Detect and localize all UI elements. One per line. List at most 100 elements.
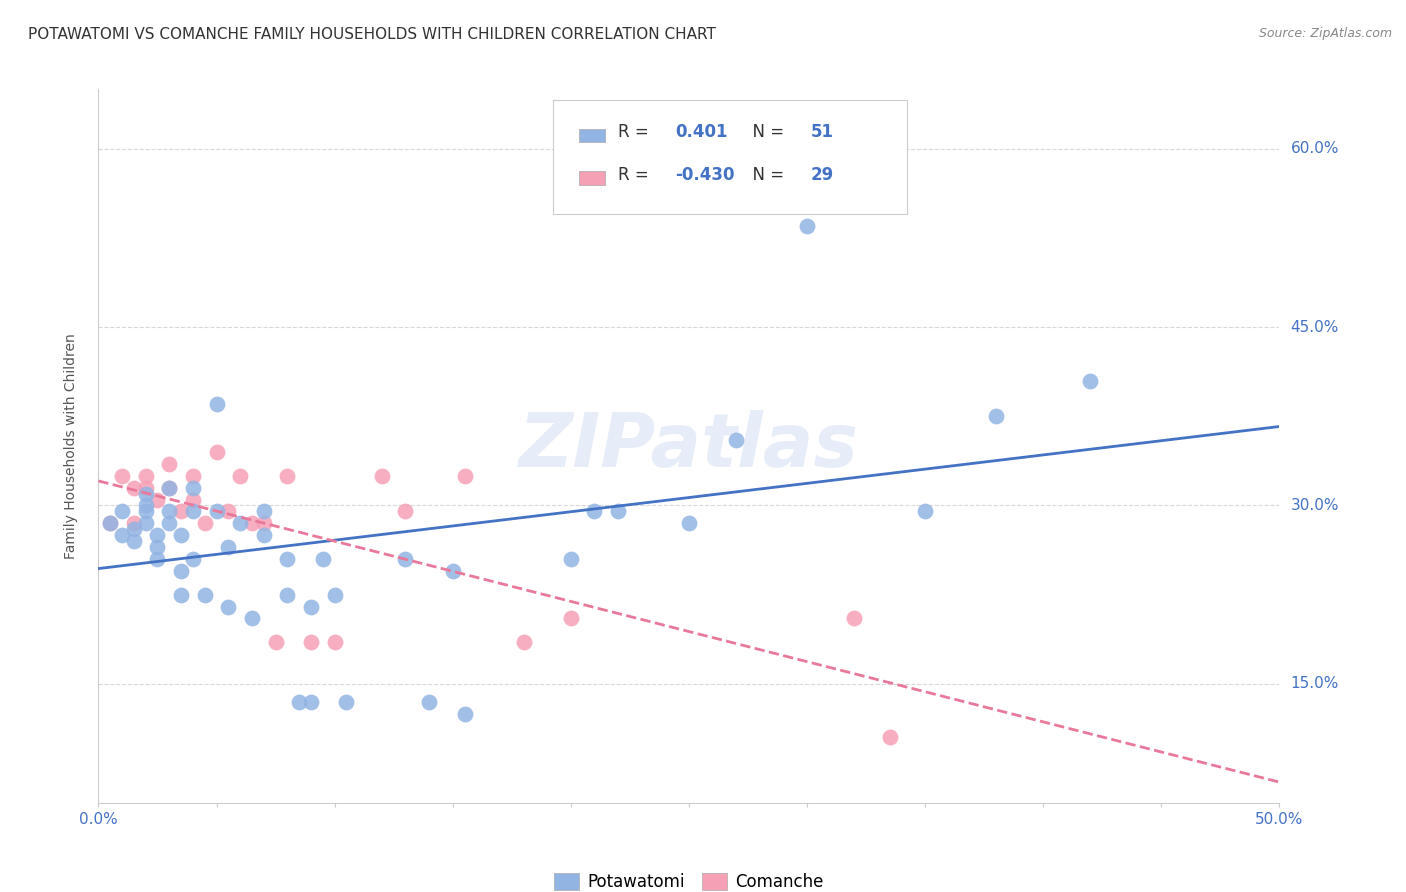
Point [583,504,606,518]
Point [170,504,193,518]
Point [240,516,263,531]
Point [607,504,630,518]
Point [217,540,239,554]
Point [194,516,217,531]
Point [276,588,298,602]
Point [135,468,157,483]
Point [323,635,346,649]
Text: 30.0%: 30.0% [1291,498,1339,513]
Point [796,219,818,233]
Point [335,695,357,709]
Point [312,552,335,566]
FancyBboxPatch shape [579,171,605,185]
Point [253,528,276,542]
Text: -0.430: -0.430 [675,166,734,184]
Point [122,522,145,536]
Text: N =: N = [742,166,789,184]
Point [157,481,180,495]
Text: 45.0%: 45.0% [1291,319,1339,334]
Text: 15.0%: 15.0% [1291,676,1339,691]
Point [371,468,394,483]
Point [323,588,346,602]
Point [135,516,157,531]
Point [157,504,180,518]
Legend: Potawatomi, Comanche: Potawatomi, Comanche [546,864,832,892]
Point [181,492,204,507]
Point [394,552,416,566]
Point [264,635,287,649]
Point [181,552,204,566]
Point [122,534,145,549]
FancyBboxPatch shape [579,128,605,142]
Point [146,492,169,507]
Point [181,504,204,518]
Text: R =: R = [619,166,654,184]
Point [111,504,134,518]
Point [170,588,193,602]
Point [205,397,228,411]
Point [678,516,700,531]
Point [299,599,322,614]
Point [170,528,193,542]
Point [98,516,121,531]
Point [299,695,322,709]
Point [253,516,276,531]
Point [122,516,145,531]
Point [181,481,204,495]
Point [453,468,475,483]
Point [418,695,440,709]
Text: N =: N = [742,123,789,141]
Point [135,481,157,495]
Point [135,504,157,518]
Text: R =: R = [619,123,654,141]
Point [441,564,464,578]
Point [299,635,322,649]
Point [288,695,311,709]
Point [98,516,121,531]
Point [914,504,936,518]
Point [240,611,263,625]
Point [217,599,239,614]
Point [844,611,866,625]
FancyBboxPatch shape [553,100,907,214]
Point [122,481,145,495]
Point [111,468,134,483]
Point [205,504,228,518]
Point [111,528,134,542]
Point [725,433,748,447]
Point [157,516,180,531]
Point [560,552,582,566]
Point [984,409,1007,424]
Point [512,635,534,649]
Point [879,731,901,745]
Point [135,499,157,513]
Point [276,552,298,566]
Y-axis label: Family Households with Children: Family Households with Children [65,333,79,559]
Point [453,706,475,721]
Point [157,481,180,495]
Point [229,468,252,483]
Text: 60.0%: 60.0% [1291,141,1339,156]
Point [276,468,298,483]
Point [229,516,252,531]
Point [135,486,157,500]
Text: POTAWATOMI VS COMANCHE FAMILY HOUSEHOLDS WITH CHILDREN CORRELATION CHART: POTAWATOMI VS COMANCHE FAMILY HOUSEHOLDS… [28,27,716,42]
Point [560,611,582,625]
Point [146,552,169,566]
Point [157,457,180,471]
Text: 51: 51 [811,123,834,141]
Point [146,540,169,554]
Point [205,445,228,459]
Point [146,528,169,542]
Point [181,468,204,483]
Point [253,504,276,518]
Point [1080,374,1102,388]
Text: 0.401: 0.401 [675,123,727,141]
Point [194,588,217,602]
Text: ZIPatlas: ZIPatlas [519,409,859,483]
Point [170,564,193,578]
Text: 29: 29 [811,166,834,184]
Point [217,504,239,518]
Text: Source: ZipAtlas.com: Source: ZipAtlas.com [1258,27,1392,40]
Point [394,504,416,518]
